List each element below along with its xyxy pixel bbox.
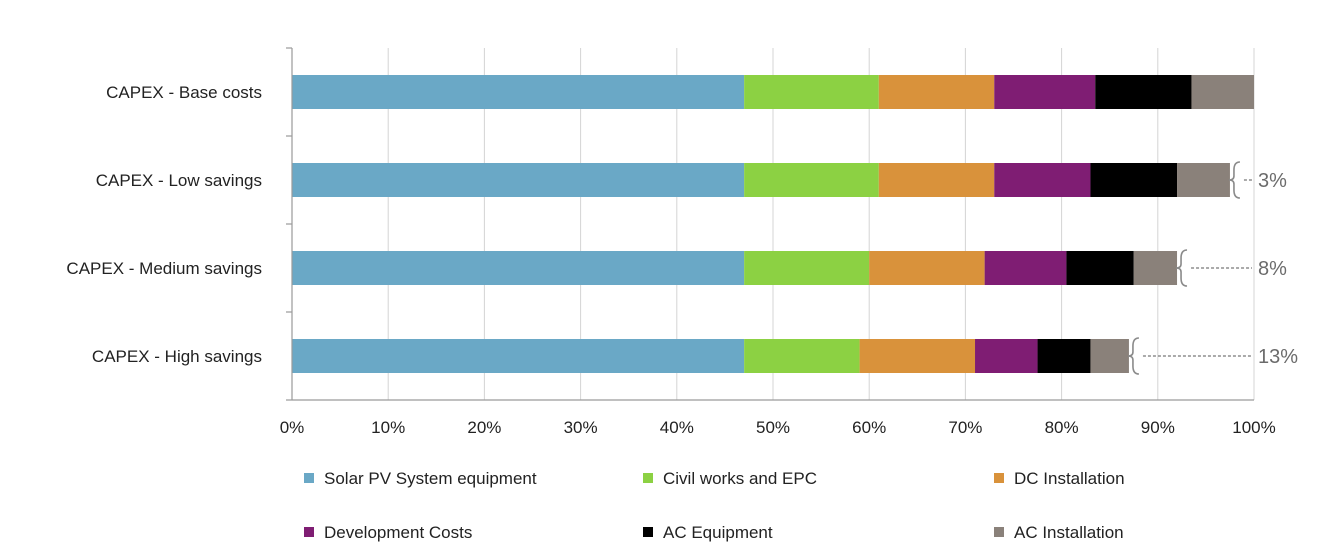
bar-ac-installation	[1191, 75, 1254, 109]
category-label: CAPEX - Low savings	[96, 171, 262, 190]
category-label: CAPEX - High savings	[92, 347, 262, 366]
legend-swatch-civil-works-and-epc	[643, 473, 653, 483]
savings-label: 8%	[1258, 258, 1287, 280]
x-tick-label: 60%	[852, 418, 886, 437]
bar-ac-equipment	[1090, 163, 1178, 197]
bar-solar-pv-system-equipment	[292, 251, 745, 285]
bars	[292, 75, 1254, 373]
x-tick-label: 80%	[1045, 418, 1079, 437]
bar-ac-installation	[1090, 339, 1129, 373]
legend-label: DC Installation	[1014, 469, 1125, 488]
legend-label: AC Installation	[1014, 523, 1124, 542]
legend-label: AC Equipment	[663, 523, 773, 542]
bar-solar-pv-system-equipment	[292, 163, 745, 197]
legend: Solar PV System equipment Civil works and…	[304, 469, 1125, 542]
savings-label: 3%	[1258, 170, 1287, 192]
bar-dc-installation	[869, 251, 985, 285]
bar-ac-equipment	[1066, 251, 1134, 285]
savings-label: 13%	[1258, 346, 1298, 368]
savings-annotations: 3% 8% 13%	[1127, 161, 1298, 375]
bar-ac-installation	[1133, 251, 1178, 285]
bar-dc-installation	[878, 75, 995, 109]
x-tick-label: 50%	[756, 418, 790, 437]
bar-development-costs	[984, 251, 1067, 285]
legend-swatch-dc-installation	[994, 473, 1004, 483]
bar-ac-equipment	[1095, 75, 1192, 109]
x-tick-label: 20%	[467, 418, 501, 437]
category-labels: CAPEX - Base costs CAPEX - Low savings CAP…	[66, 83, 262, 366]
category-label: CAPEX - Medium savings	[66, 259, 262, 278]
bar-ac-installation	[1177, 163, 1230, 197]
bar-solar-pv-system-equipment	[292, 339, 745, 373]
x-tick-label: 40%	[660, 418, 694, 437]
savings-brace	[1127, 337, 1139, 375]
bar-solar-pv-system-equipment	[292, 75, 745, 109]
x-tick-label: 100%	[1232, 418, 1275, 437]
savings-brace	[1228, 161, 1241, 199]
bar-civil-works-and-epc	[744, 251, 870, 285]
legend-label: Solar PV System equipment	[324, 469, 537, 488]
bar-development-costs	[994, 163, 1091, 197]
bar-ac-equipment	[1037, 339, 1091, 373]
legend-swatch-ac-installation	[994, 527, 1004, 537]
legend-swatch-ac-equipment	[643, 527, 653, 537]
legend-label: Civil works and EPC	[663, 469, 817, 488]
x-tick-label: 70%	[948, 418, 982, 437]
category-label: CAPEX - Base costs	[106, 83, 262, 102]
legend-label: Development Costs	[324, 523, 472, 542]
x-tick-label: 90%	[1141, 418, 1175, 437]
bar-dc-installation	[859, 339, 976, 373]
x-tick-labels: 0% 10% 20% 30% 40% 50% 60% 70% 80% 90% 100%	[280, 418, 1276, 437]
axes	[286, 47, 1254, 401]
legend-swatch-development-costs	[304, 527, 314, 537]
bar-civil-works-and-epc	[744, 75, 879, 109]
bar-civil-works-and-epc	[744, 339, 860, 373]
x-tick-label: 0%	[280, 418, 305, 437]
bar-development-costs	[994, 75, 1096, 109]
x-tick-label: 10%	[371, 418, 405, 437]
x-tick-label: 30%	[564, 418, 598, 437]
savings-brace	[1176, 249, 1188, 287]
legend-swatch-solar-pv-system-equipment	[304, 473, 314, 483]
bar-civil-works-and-epc	[744, 163, 879, 197]
bar-development-costs	[975, 339, 1038, 373]
bar-dc-installation	[878, 163, 995, 197]
